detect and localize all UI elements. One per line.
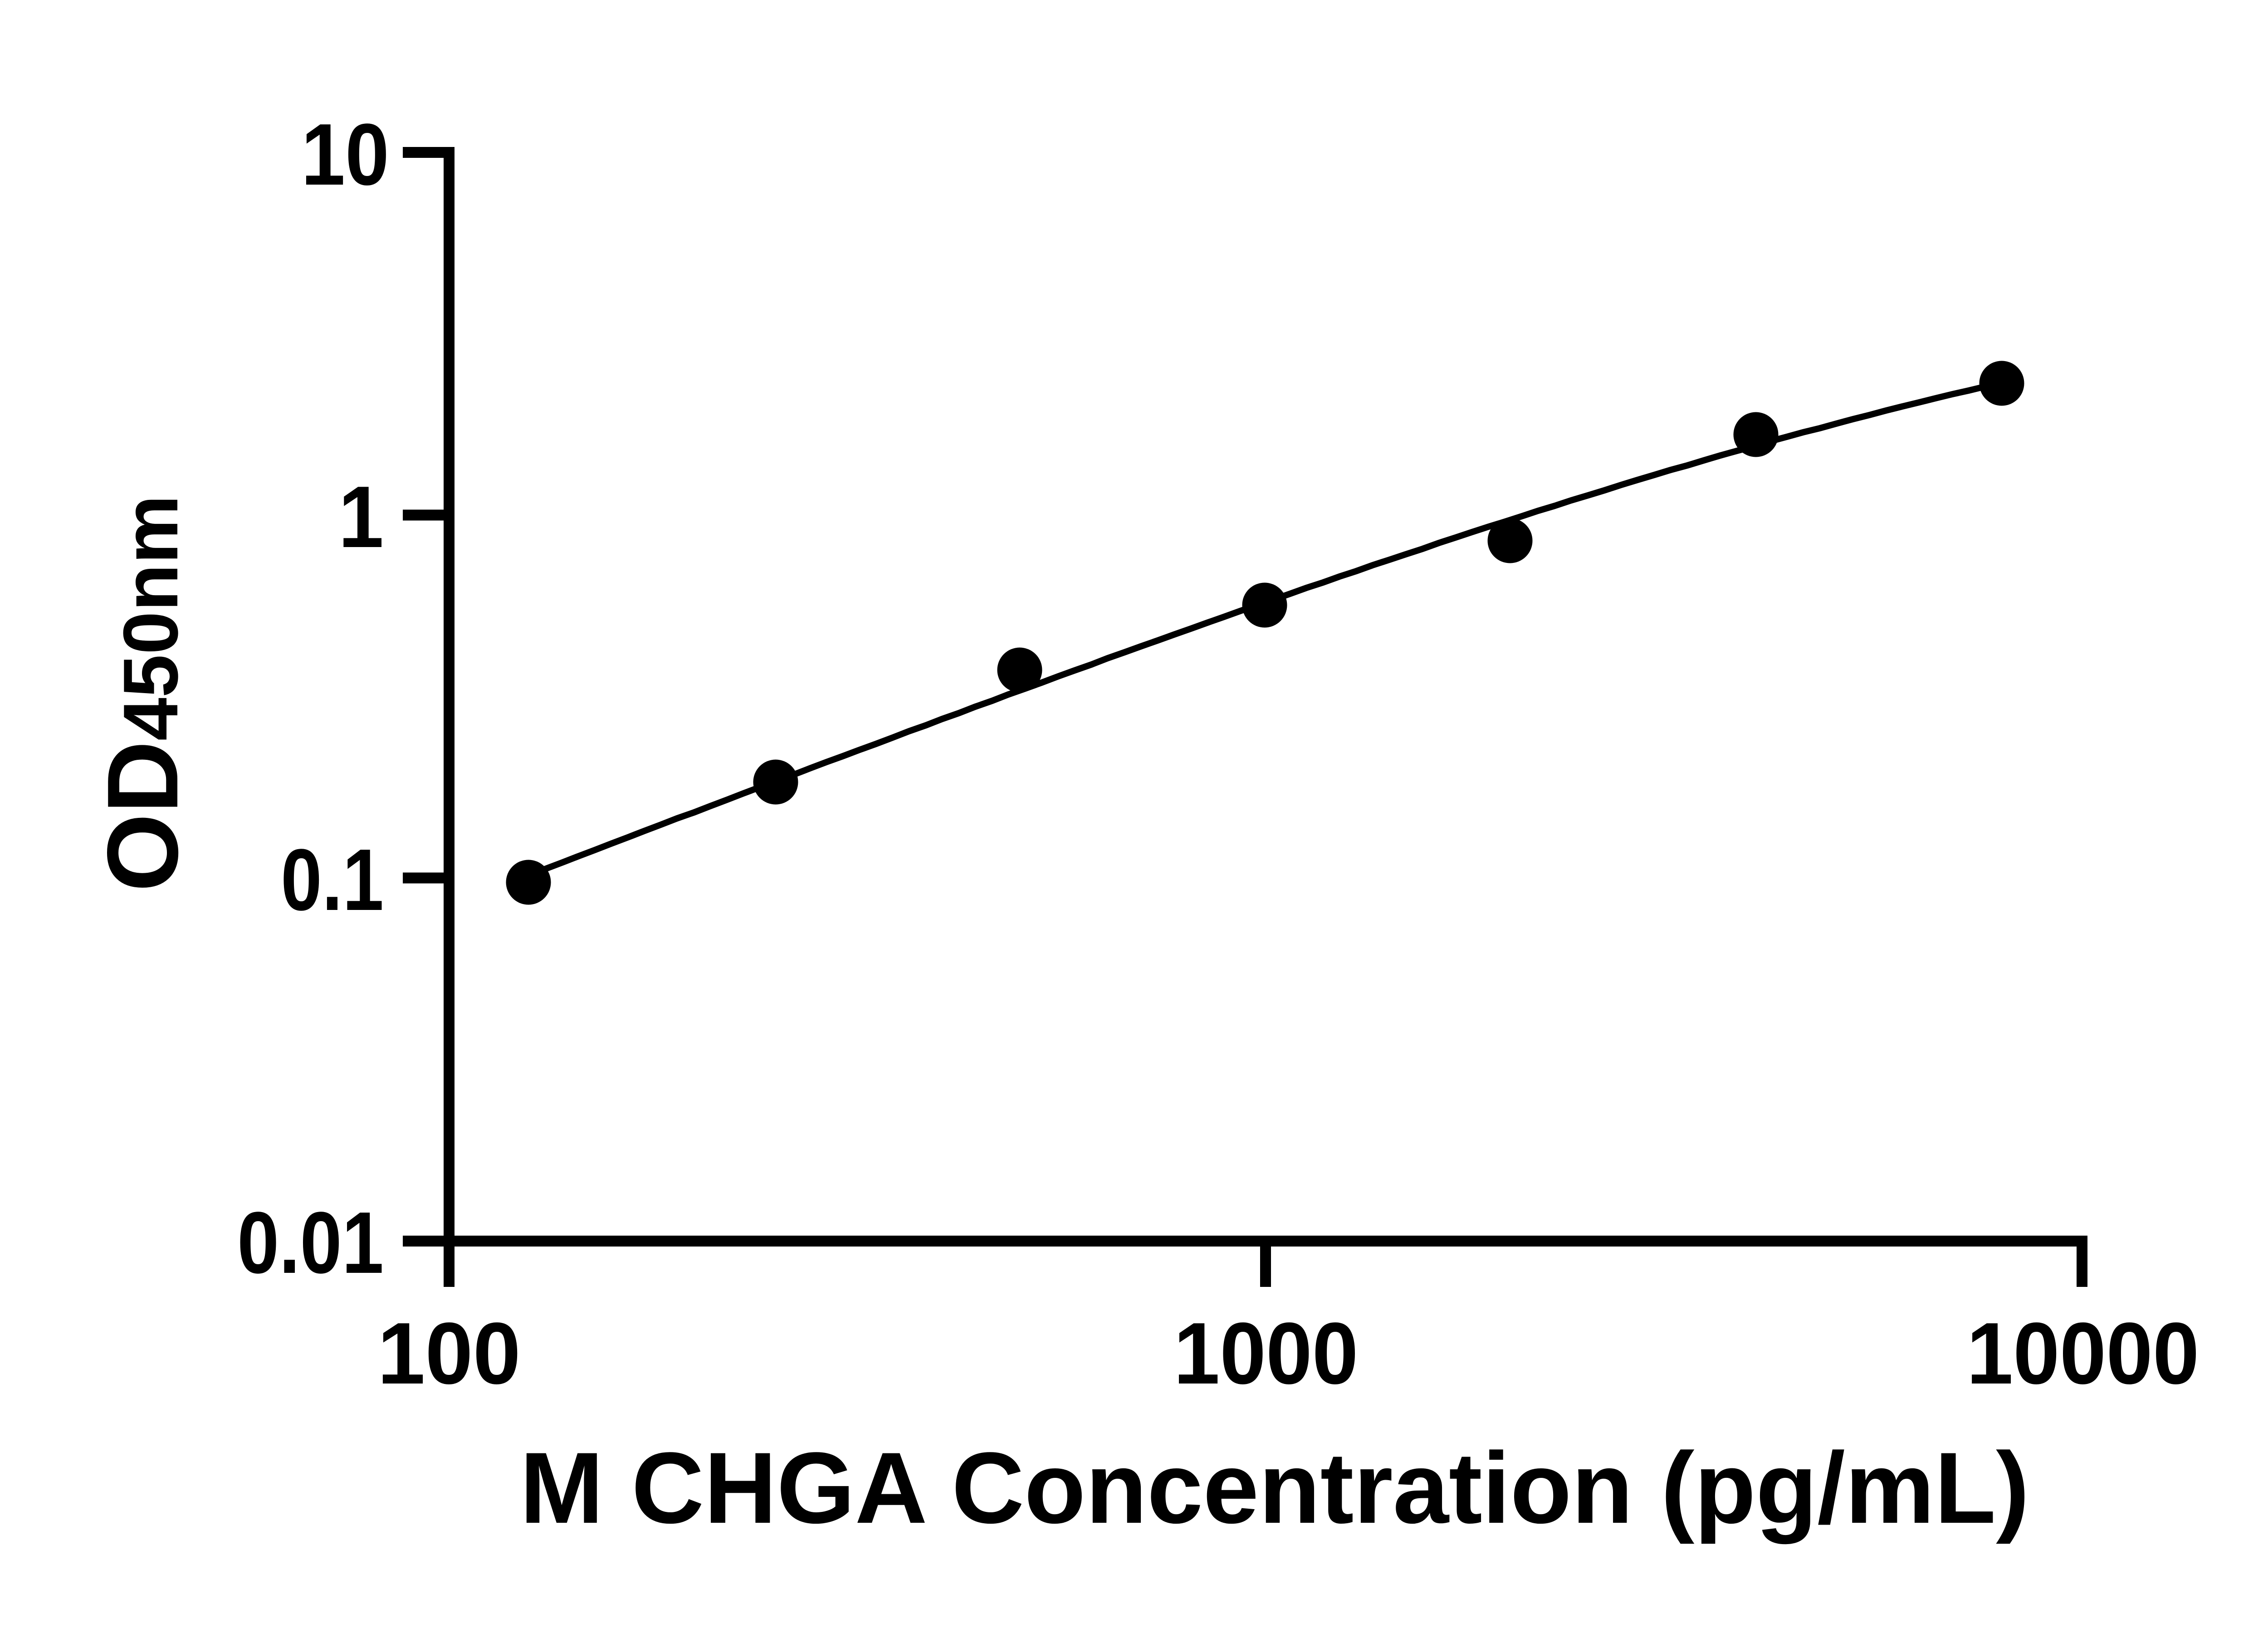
- svg-text:1: 1: [338, 468, 384, 566]
- svg-text:10000: 10000: [1967, 1304, 2200, 1402]
- svg-text:0.01: 0.01: [237, 1193, 384, 1291]
- svg-text:100: 100: [377, 1304, 521, 1402]
- svg-text:1000: 1000: [1174, 1304, 1359, 1402]
- svg-text:10: 10: [301, 105, 389, 203]
- svg-text:M CHGA Concentration (pg/mL): M CHGA Concentration (pg/mL): [520, 1432, 2029, 1545]
- svg-text:0.1: 0.1: [281, 831, 384, 929]
- svg-text:OD450nm: OD450nm: [87, 495, 199, 892]
